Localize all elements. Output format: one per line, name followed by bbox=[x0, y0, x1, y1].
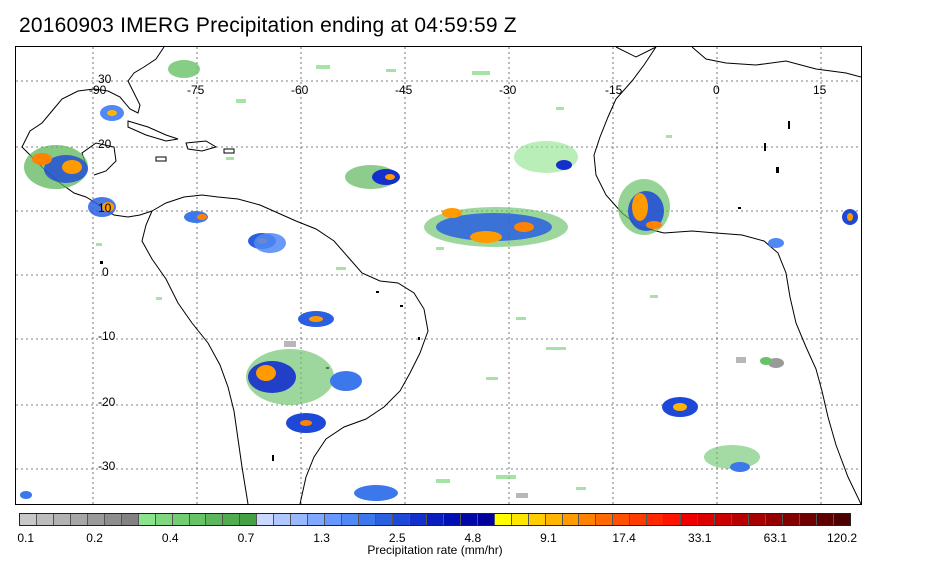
colorbar-swatch bbox=[87, 514, 105, 525]
lon-label: 15 bbox=[813, 83, 827, 97]
colorbar-swatch bbox=[342, 514, 360, 525]
precipitation-map: -90 -75 -60 -45 -30 -15 0 15 30 20 10 0 … bbox=[15, 46, 862, 505]
lat-label: 20 bbox=[98, 137, 112, 151]
lon-label: -75 bbox=[187, 83, 205, 97]
precipitation-cells bbox=[20, 60, 858, 501]
lat-label: 30 bbox=[98, 72, 112, 86]
map-canvas: -90 -75 -60 -45 -30 -15 0 15 30 20 10 0 … bbox=[16, 47, 861, 504]
colorbar-swatch bbox=[748, 514, 766, 525]
colorbar-swatch bbox=[545, 514, 563, 525]
colorbar-swatch bbox=[223, 514, 241, 525]
colorbar-swatch bbox=[630, 514, 648, 525]
colorbar-swatch bbox=[409, 514, 427, 525]
colorbar-swatch bbox=[579, 514, 597, 525]
colorbar-tick-label: 0.1 bbox=[17, 531, 35, 545]
colorbar-swatch bbox=[732, 514, 749, 525]
map-title: 20160903 IMERG Precipitation ending at 0… bbox=[19, 14, 517, 37]
lat-label: -30 bbox=[98, 459, 116, 473]
colorbar-swatch bbox=[240, 514, 258, 525]
colorbar-swatch bbox=[562, 514, 580, 525]
colorbar-swatch bbox=[833, 514, 850, 525]
latitude-labels: 30 20 10 0 -10 -20 -30 bbox=[98, 72, 116, 473]
lon-label: -15 bbox=[605, 83, 623, 97]
precipitation-colorbar bbox=[19, 513, 851, 526]
colorbar-swatch bbox=[20, 514, 37, 525]
colorbar-swatch bbox=[613, 514, 631, 525]
colorbar-tick-label: 1.3 bbox=[313, 531, 330, 545]
lon-label: -60 bbox=[291, 83, 309, 97]
colorbar-swatch bbox=[257, 514, 275, 525]
colorbar-swatch bbox=[426, 514, 444, 525]
colorbar-swatch bbox=[172, 514, 190, 525]
colorbar-swatch bbox=[70, 514, 88, 525]
colorbar-swatch bbox=[647, 514, 665, 525]
colorbar-swatch bbox=[206, 514, 224, 525]
colorbar-swatch bbox=[681, 514, 699, 525]
colorbar-swatch bbox=[308, 514, 326, 525]
colorbar-swatch bbox=[104, 514, 122, 525]
colorbar-tick-label: 120.2 bbox=[826, 531, 858, 545]
colorbar-swatch bbox=[189, 514, 207, 525]
lon-label: -45 bbox=[395, 83, 413, 97]
colorbar-tick-label: 0.2 bbox=[86, 531, 103, 545]
colorbar-tick-label: 17.4 bbox=[612, 531, 636, 545]
colorbar-swatch bbox=[138, 514, 156, 525]
colorbar-swatch bbox=[494, 514, 512, 525]
colorbar-swatch bbox=[715, 514, 733, 525]
colorbar-tick-label: 4.8 bbox=[464, 531, 482, 545]
colorbar-swatch bbox=[782, 514, 800, 525]
lat-label: 10 bbox=[98, 201, 112, 215]
colorbar-tick-label: 33.1 bbox=[688, 531, 712, 545]
colorbar-swatch bbox=[664, 514, 682, 525]
colorbar-title: Precipitation rate (mm/hr) bbox=[367, 543, 503, 557]
colorbar-swatch bbox=[511, 514, 529, 525]
graticule bbox=[16, 47, 861, 504]
colorbar-tick-label: 0.4 bbox=[161, 531, 179, 545]
colorbar-swatch bbox=[816, 514, 834, 525]
colorbar-swatch bbox=[443, 514, 461, 525]
colorbar-swatch bbox=[155, 514, 173, 525]
colorbar-swatch bbox=[53, 514, 71, 525]
colorbar-swatch bbox=[596, 514, 614, 525]
lat-label: -10 bbox=[98, 329, 116, 343]
colorbar-tick-label: 63.1 bbox=[763, 531, 788, 545]
colorbar-swatch bbox=[291, 514, 309, 525]
colorbar-swatch bbox=[121, 514, 139, 525]
colorbar-tick-label: 2.5 bbox=[388, 531, 406, 545]
colorbar-swatch bbox=[528, 514, 546, 525]
coastlines bbox=[21, 47, 861, 504]
colorbar-swatch bbox=[698, 514, 716, 525]
lon-label: -30 bbox=[499, 83, 517, 97]
colorbar-swatch bbox=[460, 514, 478, 525]
colorbar-swatch bbox=[359, 514, 377, 525]
lat-label: 0 bbox=[102, 265, 109, 279]
colorbar-tick-label: 0.7 bbox=[237, 531, 255, 545]
lon-label: 0 bbox=[713, 83, 720, 97]
colorbar-swatch bbox=[36, 514, 54, 525]
lon-label: -90 bbox=[89, 83, 107, 97]
longitude-labels: -90 -75 -60 -45 -30 -15 0 15 bbox=[89, 83, 827, 97]
colorbar-tick-label: 9.1 bbox=[540, 531, 557, 545]
colorbar-swatch bbox=[765, 514, 783, 525]
colorbar-swatch bbox=[376, 514, 393, 525]
colorbar-swatch bbox=[274, 514, 292, 525]
lat-label: -20 bbox=[98, 395, 116, 409]
colorbar-swatch bbox=[392, 514, 410, 525]
colorbar-swatch bbox=[477, 514, 495, 525]
colorbar-swatch bbox=[799, 514, 817, 525]
colorbar-swatch bbox=[325, 514, 343, 525]
